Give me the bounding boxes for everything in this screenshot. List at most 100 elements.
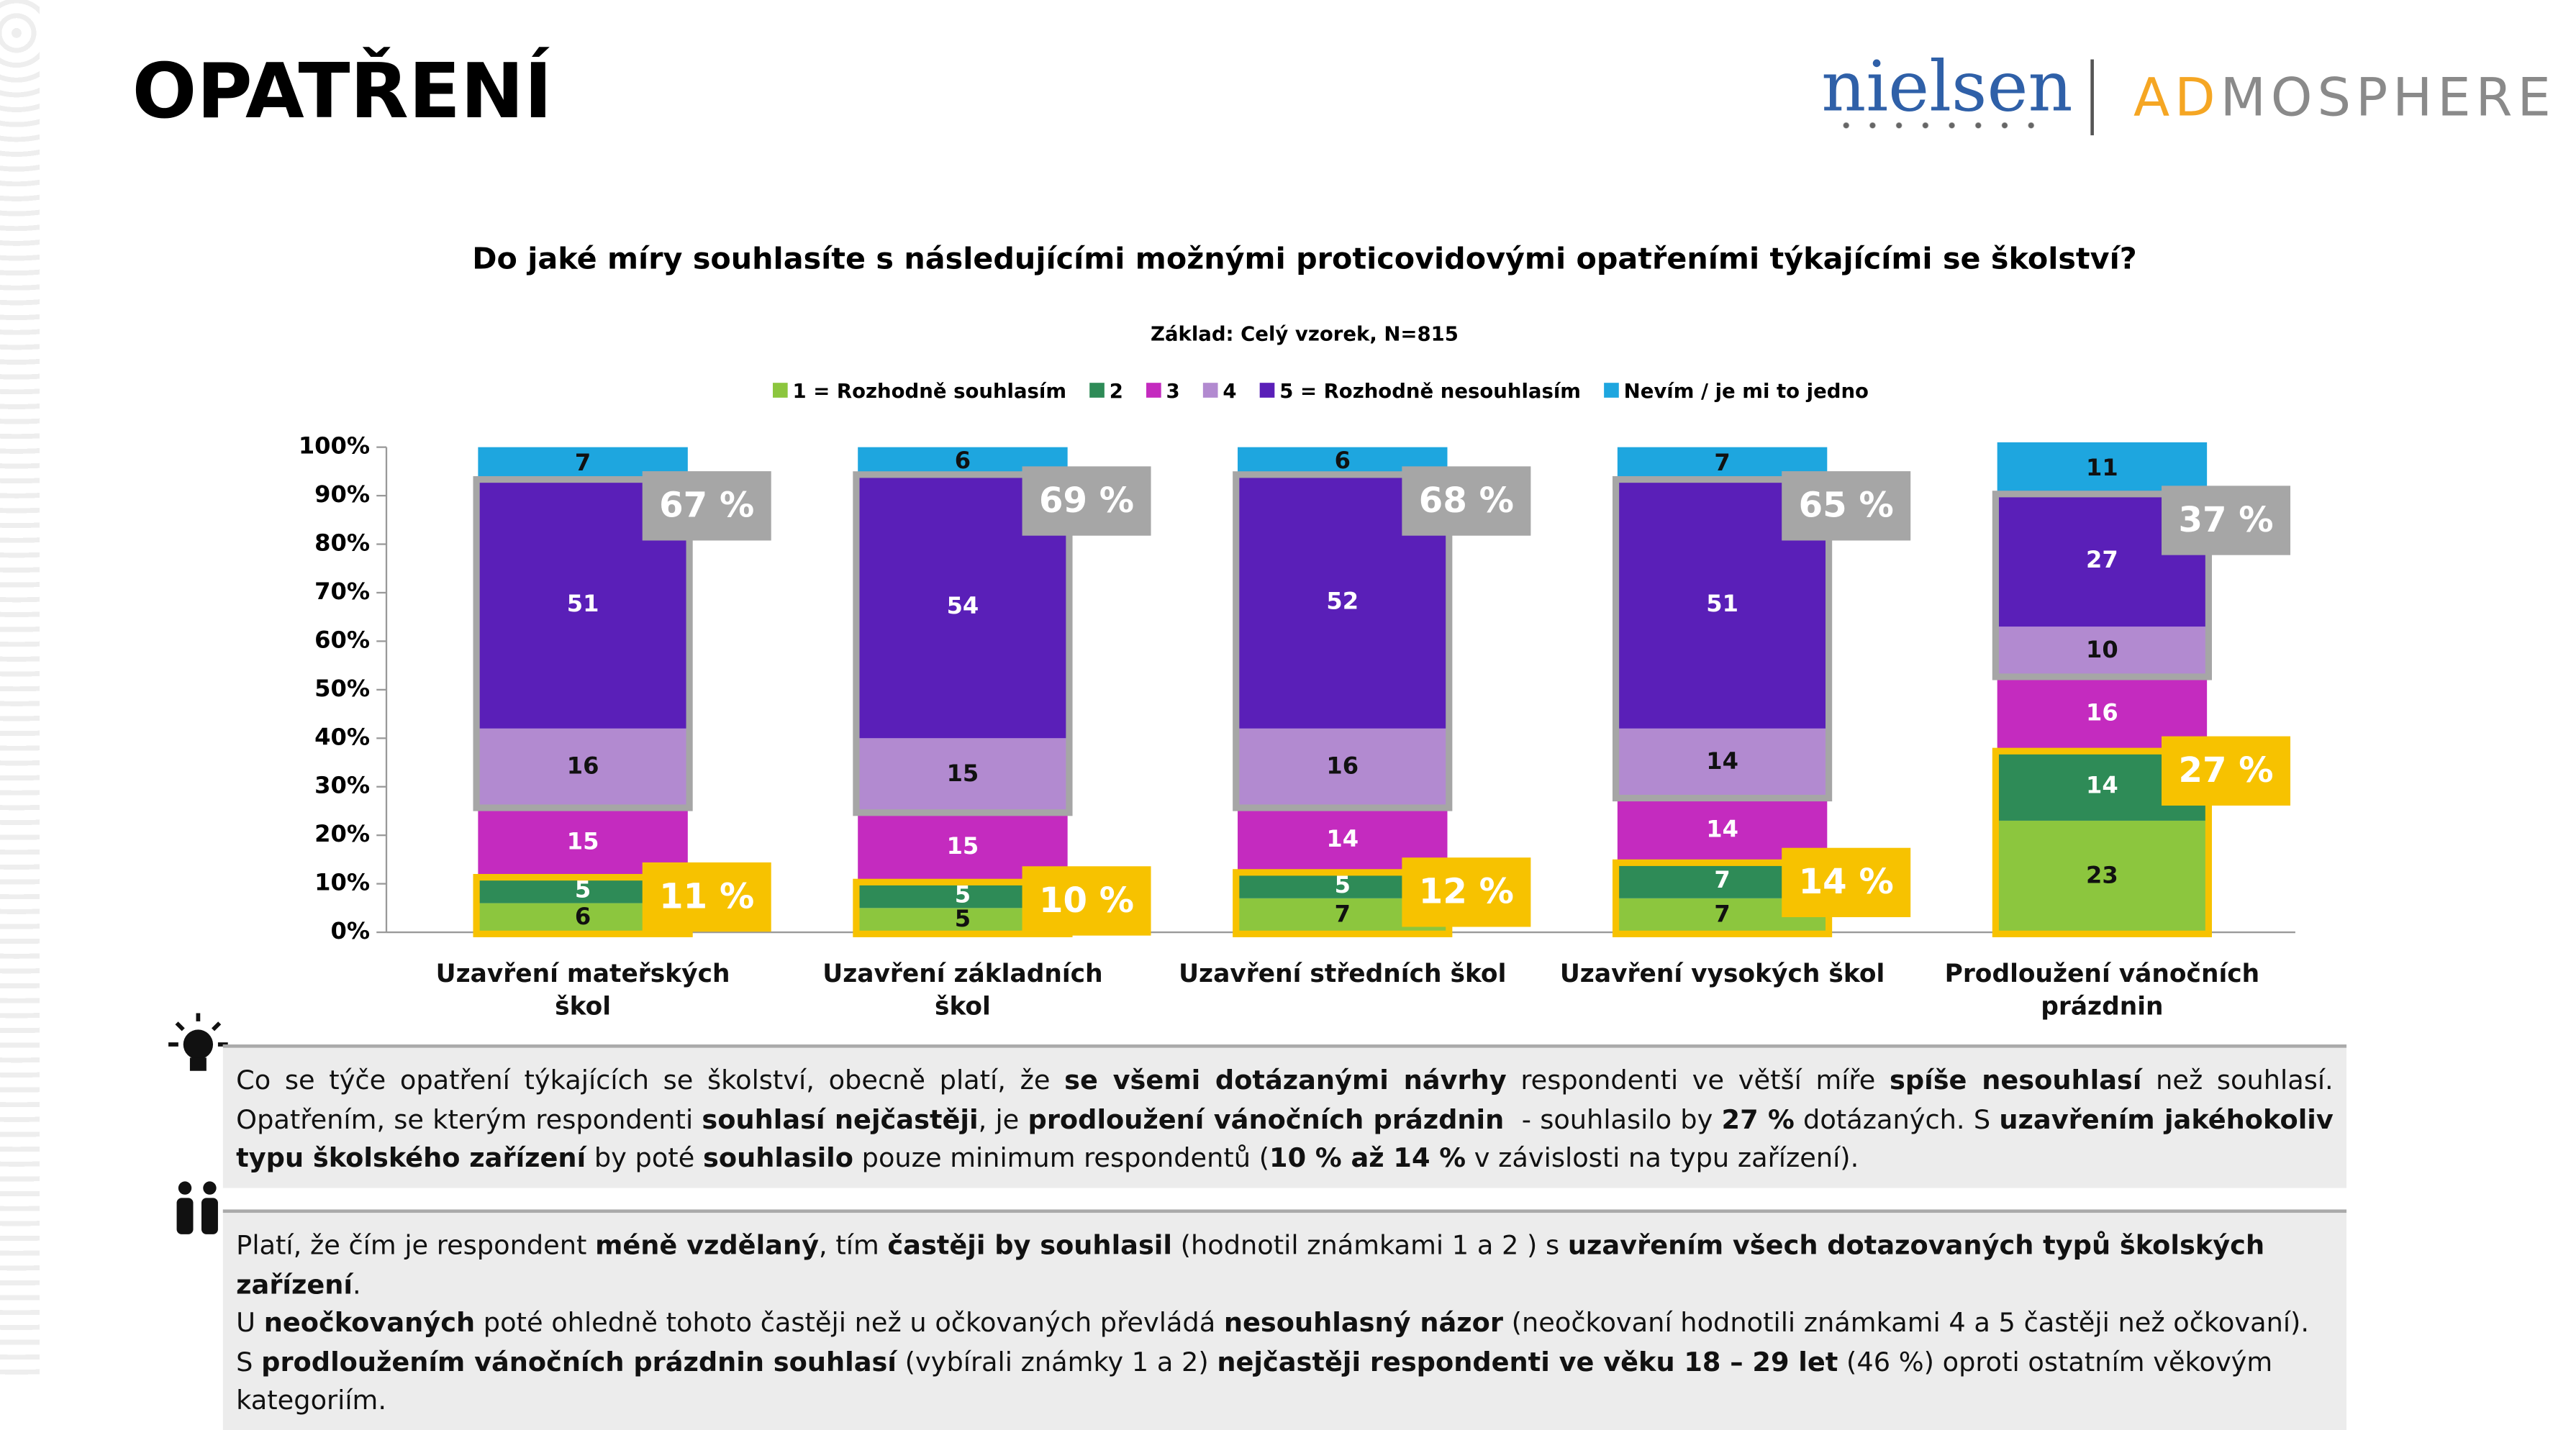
note-text: se všemi dotázanými návrhy [1064, 1064, 1507, 1096]
legend-swatch [1259, 383, 1275, 398]
legend-swatch [1604, 383, 1619, 398]
note-text: prodloužením vánočních prázdnin souhlasí [261, 1345, 897, 1377]
note-text: 10 % až 14 % [1269, 1142, 1466, 1173]
note-text: , tím [819, 1229, 888, 1261]
note-text: poté ohledně tohoto častěji než u očkova… [475, 1306, 1224, 1339]
slide-title: OPATŘENÍ [132, 46, 553, 136]
legend-label: 3 [1166, 380, 1180, 403]
data-label: 14 [1706, 747, 1738, 775]
data-label: 54 [947, 592, 979, 619]
data-label: 11 [2086, 454, 2118, 481]
note-text: respondenti ve větší míře [1506, 1064, 1890, 1096]
disagree-box [1992, 491, 2213, 680]
bar-segment [858, 738, 1068, 811]
y-tick-label: 0% [331, 917, 371, 944]
disagree-label: 37 % [2178, 500, 2273, 540]
disagree-label: 65 % [1799, 486, 1894, 526]
note-text: méně vzdělaný [595, 1229, 820, 1261]
disagree-label-bg [2162, 486, 2291, 555]
data-label: 16 [2086, 699, 2118, 727]
bar-segment [1997, 820, 2208, 933]
legend-label: 4 [1223, 380, 1236, 403]
note-text: S [236, 1345, 262, 1377]
data-label: 5 [575, 876, 591, 903]
bar-segment [478, 728, 688, 806]
data-label: 6 [1335, 447, 1351, 474]
data-label: 5 [955, 905, 971, 932]
note-text: než souhlasí. Opatřením, se kterým respo… [236, 1064, 2342, 1135]
disagree-label: 69 % [1039, 481, 1134, 521]
y-tick-label: 60% [314, 626, 370, 653]
data-label: 14 [2086, 772, 2118, 799]
legend-label: 5 = Rozhodně nesouhlasím [1279, 380, 1581, 403]
legend-label: 1 = Rozhodně souhlasím [793, 380, 1067, 403]
data-label: 15 [947, 832, 979, 860]
x-tick-label: Uzavření středních škol [1179, 958, 1507, 989]
data-label: 7 [1714, 866, 1730, 893]
disagree-box [473, 475, 693, 811]
chart-subtitle: Základ: Celý vzorek, N=815 [1151, 323, 1459, 346]
note-text: (neočkovaní hodnotili známkami 4 a 5 čas… [1503, 1306, 2310, 1339]
data-label: 27 [2086, 546, 2118, 573]
disagree-label: 68 % [1419, 481, 1514, 521]
note-text: v závislosti na typu zařízení). [1466, 1142, 1859, 1173]
y-tick-label: 10% [314, 869, 370, 896]
note-text: souhlasilo [702, 1142, 853, 1173]
logo: ADMOSPHERE [2133, 66, 2556, 129]
note-text: U [236, 1306, 264, 1339]
agree-label-bg [642, 862, 771, 932]
disagree-box [1612, 475, 1833, 802]
data-label: 6 [575, 903, 591, 930]
note-text: pouze minimum respondentů ( [853, 1142, 1270, 1173]
note-text: uzavřením jakéhokoliv typu školského zař… [236, 1103, 2343, 1173]
y-tick-label: 70% [314, 578, 370, 605]
y-tick-label: 90% [314, 481, 370, 508]
note-text: - souhlasilo by [1504, 1103, 1722, 1135]
legend-swatch [773, 383, 788, 398]
agree-label-bg [1022, 866, 1151, 936]
agree-label: 11 % [659, 876, 754, 916]
x-tick-label: Uzavření mateřských škol [435, 958, 730, 1021]
data-label: 23 [2086, 862, 2118, 889]
disagree-label-bg [1022, 466, 1151, 536]
note-text: spíše nesouhlasí [1889, 1064, 2142, 1096]
note-text: Platí, že čím je respondent [236, 1229, 596, 1261]
legend-swatch [1089, 383, 1105, 398]
disagree-label-bg [642, 471, 771, 541]
agree-label: 14 % [1799, 862, 1894, 902]
data-label: 52 [1326, 587, 1359, 614]
note-text: neočkovaných [263, 1306, 476, 1339]
data-label: 16 [1326, 752, 1359, 780]
data-label: 5 [1335, 871, 1351, 898]
logo-accent: AD [2133, 65, 2221, 129]
data-label: 14 [1326, 825, 1359, 852]
data-label: 7 [575, 449, 591, 476]
chart-title: Do jaké míry souhlasíte s následujícími … [472, 241, 2136, 275]
disagree-label: 67 % [659, 486, 754, 526]
x-tick-label: Uzavření vysokých škol [1559, 958, 1885, 989]
x-tick-label: Uzavření základních škol [822, 958, 1103, 1021]
note-text: 27 % [1721, 1103, 1795, 1135]
disagree-box [1233, 471, 1453, 811]
note-text: , je [978, 1103, 1028, 1135]
logo-dots [1833, 122, 2048, 129]
data-label: 14 [1706, 815, 1738, 842]
data-label: 7 [1714, 900, 1730, 927]
disagree-label-bg [1402, 466, 1531, 536]
data-label: 15 [567, 827, 599, 855]
x-tick-label: Prodloužení vánočních prázdnin [1944, 958, 2260, 1021]
y-tick-label: 30% [314, 772, 370, 799]
bar-segment [1997, 627, 2208, 675]
legend-swatch [1202, 383, 1218, 398]
agree-label-bg [1402, 857, 1531, 927]
note-text: častěji by souhlasil [887, 1229, 1172, 1261]
chart: Do jaké míry souhlasíte s následujícími … [299, 241, 2295, 944]
note-text: (vybírali známky 1 a 2) [896, 1345, 1217, 1377]
note-text: (hodnotil známkami 1 a 2 ) s [1171, 1229, 1568, 1261]
agree-label: 10 % [1039, 880, 1134, 921]
y-tick-label: 40% [314, 723, 370, 750]
note-box: Platí, že čím je respondent méně vzdělan… [222, 1209, 2347, 1430]
legend-label: Nevím / je mi to jedno [1624, 380, 1869, 403]
